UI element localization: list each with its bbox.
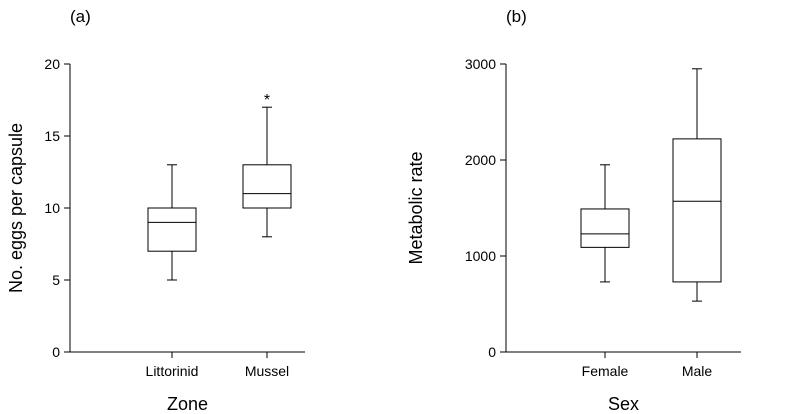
y-tick-label: 3000 xyxy=(465,56,496,72)
y-tick-label: 0 xyxy=(52,344,60,360)
box-female xyxy=(580,164,630,283)
iqr-box xyxy=(580,208,630,248)
chart-panel-b: 0 1000 2000 3000 Female Male Sex Metabolic rate… xyxy=(406,7,741,414)
x-axis-title: Zone xyxy=(167,394,208,414)
y-tick-label: 10 xyxy=(44,200,60,216)
iqr-box xyxy=(242,164,292,209)
y-tick-label: 5 xyxy=(52,272,60,288)
box-male xyxy=(672,68,722,302)
x-tick-label: Littorinid xyxy=(146,363,199,379)
y-axis-title: No. eggs per capsule xyxy=(6,123,26,293)
box-mussel xyxy=(242,106,292,238)
y-tick-label: 2000 xyxy=(465,152,496,168)
y-tick-label: 15 xyxy=(44,128,60,144)
box-littorinid xyxy=(147,164,197,281)
y-tick-label: 1000 xyxy=(465,248,496,264)
x-tick-label: Male xyxy=(682,363,713,379)
outlier-marker: * xyxy=(264,92,270,109)
chart-panel-a: 0 5 10 15 20 Littorinid Mussel * Zone No. eggs pe… xyxy=(6,7,305,414)
panel-label: (a) xyxy=(70,7,91,26)
x-tick-label: Female xyxy=(582,363,629,379)
y-axis-title: Metabolic rate xyxy=(406,151,426,264)
panel-label: (b) xyxy=(506,7,527,26)
y-tick-label: 20 xyxy=(44,56,60,72)
iqr-box xyxy=(672,138,722,283)
x-tick-label: Mussel xyxy=(245,363,289,379)
x-axis-title: Sex xyxy=(608,394,639,414)
y-tick-label: 0 xyxy=(488,344,496,360)
iqr-box xyxy=(147,207,197,252)
